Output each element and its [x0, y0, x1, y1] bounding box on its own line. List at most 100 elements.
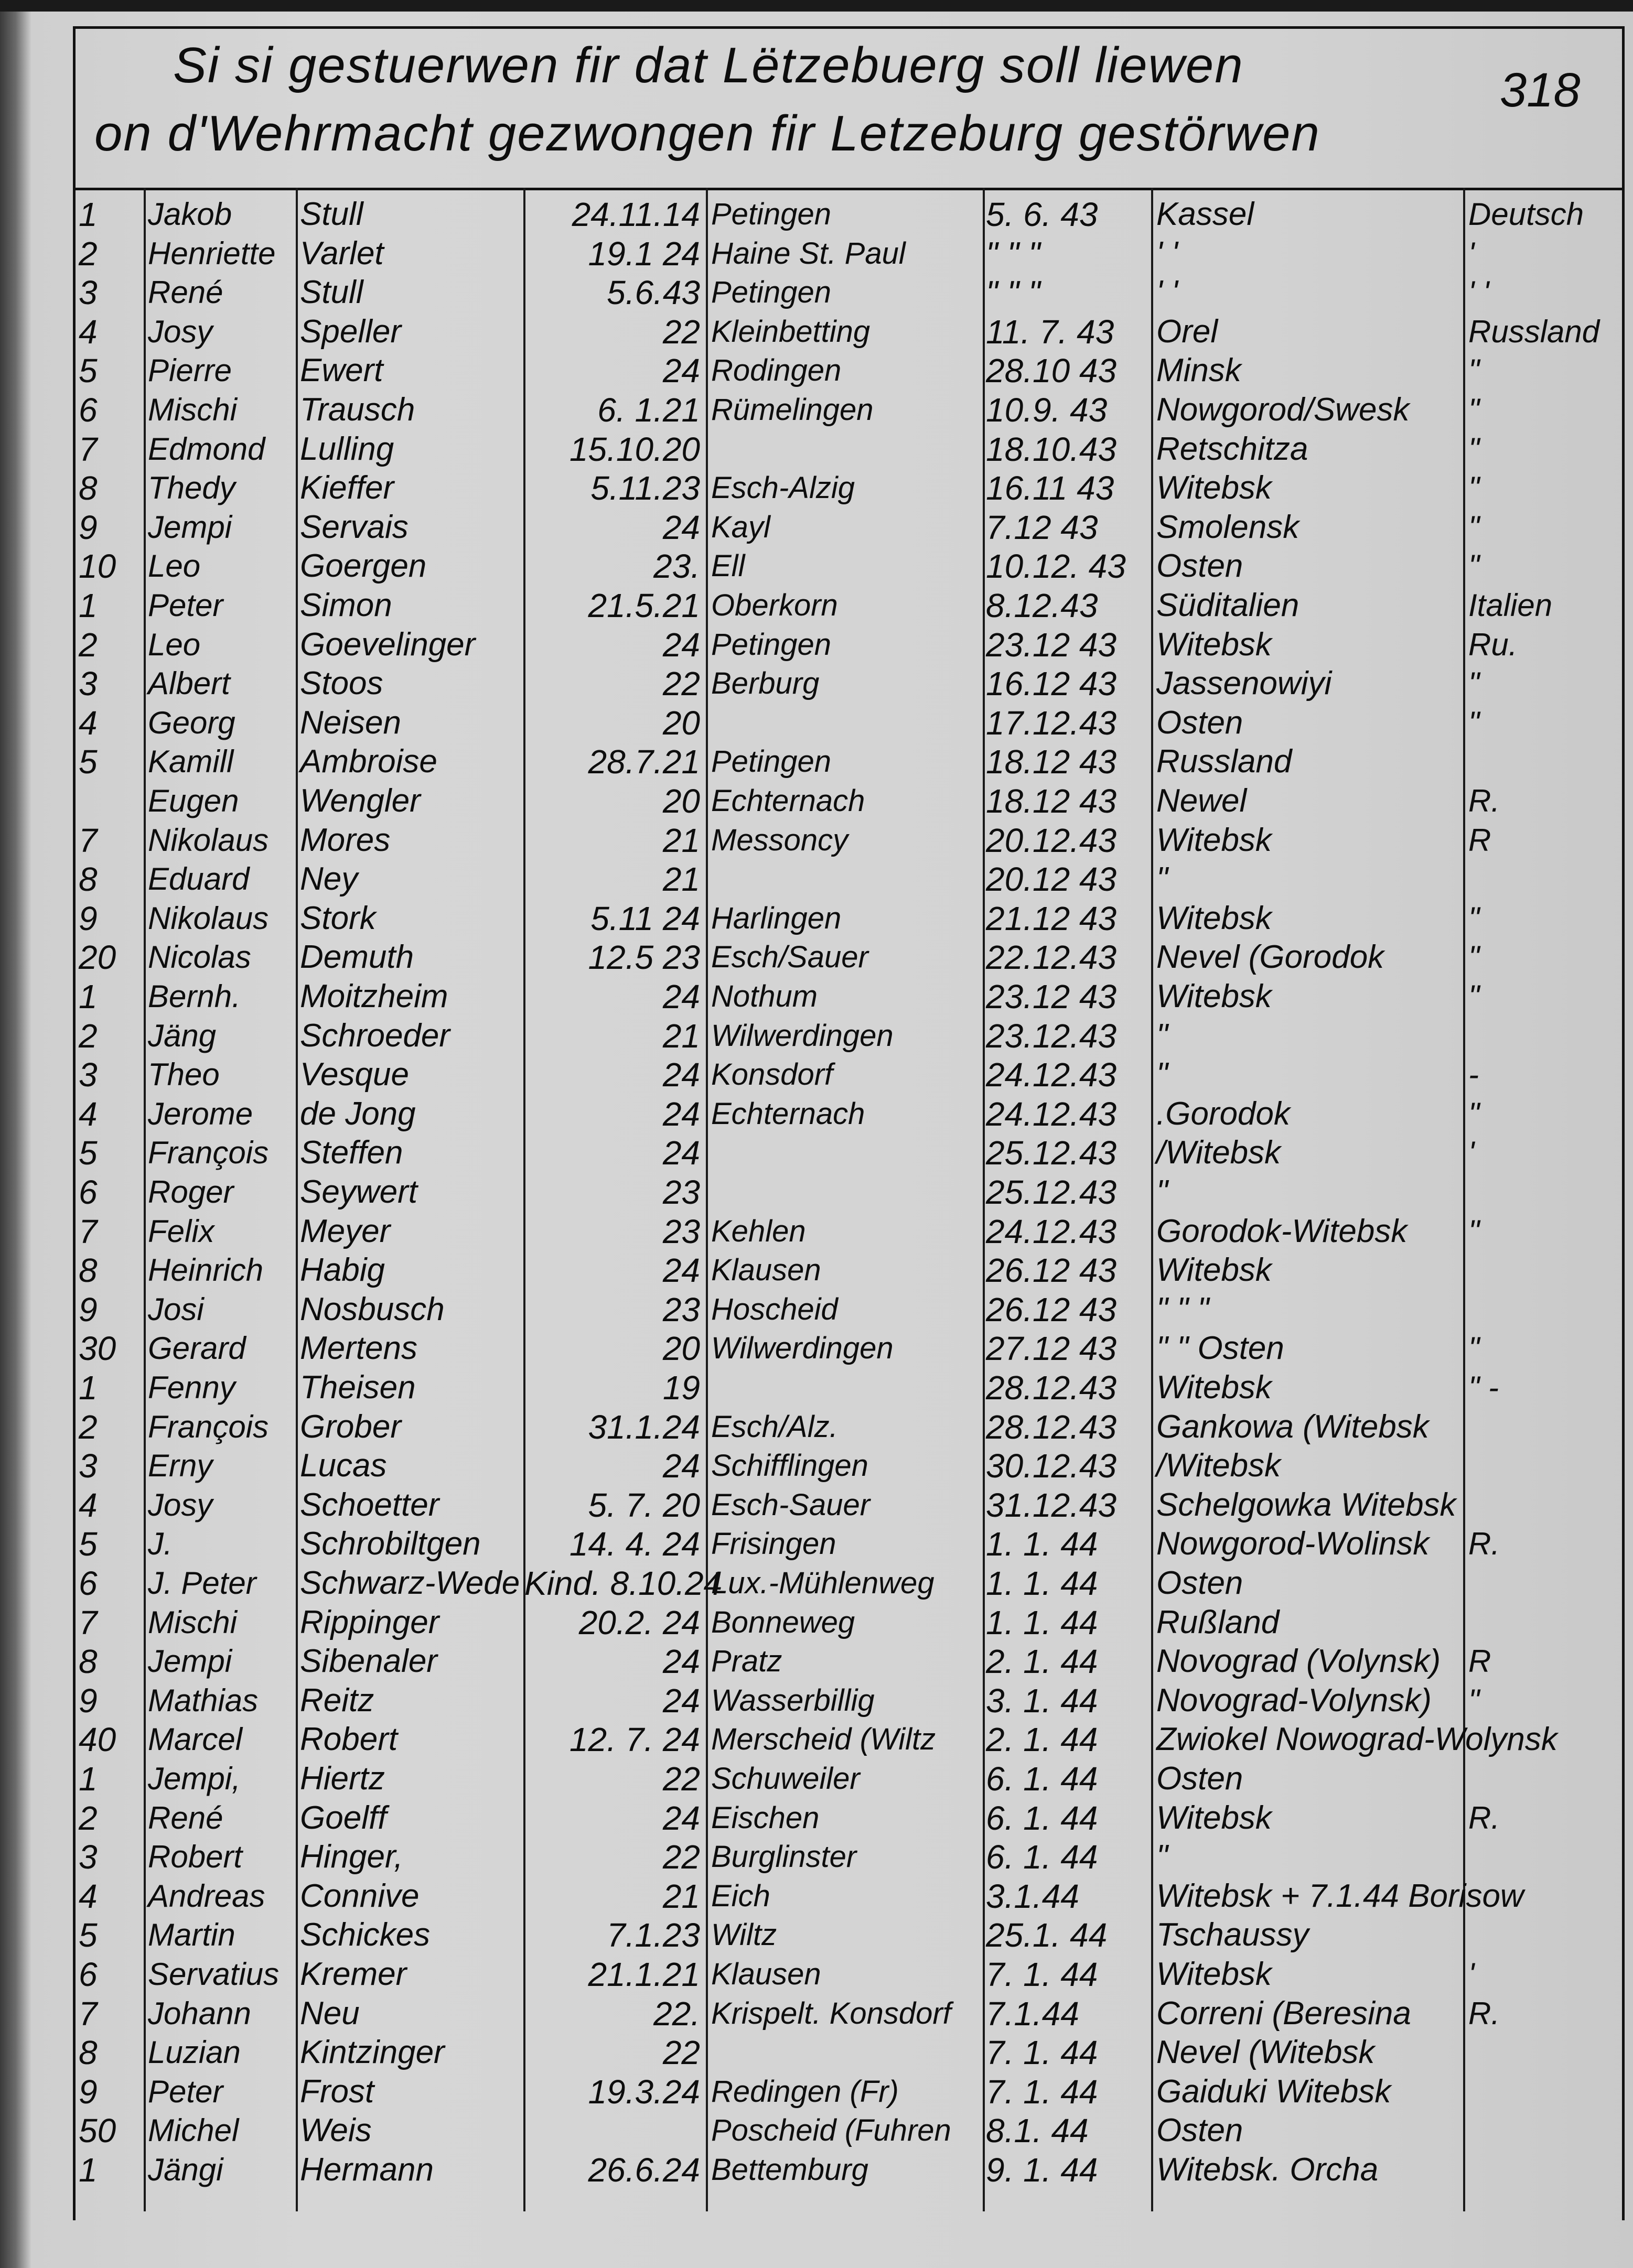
- header-divider: [73, 188, 1622, 190]
- birth-date: 5. 7. 20: [588, 1486, 701, 1524]
- last-name: Ewert: [300, 352, 383, 389]
- home-town: [711, 430, 981, 469]
- first-name: Peter: [148, 2073, 223, 2109]
- death-date: 11. 7. 43: [986, 312, 1114, 351]
- country: [1468, 1017, 1615, 1055]
- death-date: 7.1.44: [986, 1994, 1079, 2033]
- birth-date: 23: [662, 1212, 700, 1250]
- country: ': [1468, 235, 1475, 271]
- last-name: Stork: [300, 900, 376, 936]
- row-number: 8: [79, 2034, 98, 2072]
- home-town: Berburg: [711, 666, 820, 701]
- first-name: J.: [148, 1526, 173, 1562]
- home-town: [711, 1133, 981, 1172]
- table-row: 1 Bernh. Moitzheim 24 Nothum 23.12 43 Witebsk ": [0, 977, 1633, 1016]
- birth-date: 24: [662, 625, 700, 664]
- home-town: [711, 704, 981, 742]
- country: ": [1468, 979, 1480, 1014]
- death-place: Witebsk: [1156, 1799, 1272, 1836]
- table-row: 6 J. Peter Schwarz-Wede Kind. 8.10.24 Lux.-M…: [0, 1564, 1633, 1603]
- table-row: 7 Johann Neu 22. Krispelt. Konsdorf 7.1.44 Cor…: [0, 1994, 1633, 2033]
- home-town: Eich: [711, 1878, 770, 1913]
- first-name: Jempi: [148, 1644, 232, 1679]
- first-name: Bernh.: [148, 979, 241, 1014]
- table-row: 7 Felix Meyer 23 Kehlen 24.12.43 Gorodok-Witeb…: [0, 1212, 1633, 1251]
- home-town: [711, 1368, 981, 1407]
- death-place: Nevel (Witebsk: [1156, 2034, 1375, 2071]
- death-place: Osten: [1156, 1761, 1243, 1797]
- home-town: Krispelt. Konsdorf: [711, 1996, 951, 2031]
- country: ": [1468, 353, 1480, 388]
- death-date: 7.12 43: [986, 508, 1098, 546]
- country: R: [1468, 1644, 1491, 1679]
- death-place: ": [1156, 1017, 1168, 1054]
- home-town: Messoncy: [711, 823, 848, 857]
- country: ": [1468, 705, 1480, 740]
- table-row: 3 René Stull 5.6.43 Petingen " " " ' ' ' ': [0, 273, 1633, 312]
- birth-date: 24: [662, 352, 700, 390]
- home-town: [711, 1173, 981, 1212]
- table-row: 8 Heinrich Habig 24 Klausen 26.12 43 Witebsk: [0, 1251, 1633, 1290]
- country: ': [1468, 1135, 1475, 1171]
- death-date: 6. 1. 44: [986, 1760, 1098, 1798]
- first-name: René: [148, 1800, 223, 1835]
- home-town: Kehlen: [711, 1214, 806, 1248]
- birth-date: 12.5 23: [588, 938, 700, 977]
- first-name: René: [148, 275, 223, 310]
- row-number: 9: [79, 899, 98, 937]
- row-number: 7: [79, 430, 98, 468]
- death-date: 24.12.43: [986, 1095, 1117, 1133]
- death-place: Süditalien: [1156, 587, 1299, 623]
- first-name: J. Peter: [148, 1565, 256, 1601]
- home-town: [711, 860, 981, 899]
- first-name: François: [148, 1409, 269, 1444]
- last-name: Seywert: [300, 1174, 417, 1210]
- death-date: 16.12 43: [986, 665, 1117, 703]
- birth-date: 24: [662, 1251, 700, 1290]
- row-number: 7: [79, 1603, 98, 1641]
- row-number: 8: [79, 1251, 98, 1290]
- death-date: 18.12 43: [986, 782, 1117, 820]
- page-number: 318: [1500, 63, 1581, 117]
- home-town: Eischen: [711, 1800, 820, 1835]
- row-number: 4: [79, 1486, 98, 1524]
- first-name: Josy: [148, 1487, 213, 1522]
- country: ": [1468, 509, 1480, 545]
- birth-date: 24: [662, 1799, 700, 1837]
- first-name: Luzian: [148, 2035, 241, 2070]
- row-number: 4: [79, 1877, 98, 1915]
- country: Italien: [1468, 588, 1553, 623]
- table-row: 7 Mischi Rippinger 20.2. 24 Bonneweg 1. 1. 44…: [0, 1603, 1633, 1642]
- country: " -: [1468, 1370, 1499, 1405]
- first-name: Heinrich: [148, 1252, 264, 1288]
- last-name: Habig: [300, 1252, 385, 1289]
- home-town: Esch-Alzig: [711, 471, 855, 505]
- column-divider: [144, 188, 146, 2211]
- row-number: 5: [79, 1134, 98, 1172]
- death-place: " " ": [1156, 1291, 1209, 1327]
- last-name: Wengler: [300, 783, 421, 819]
- last-name: Schoetter: [300, 1486, 439, 1523]
- home-town: Redingen (Fr): [711, 2074, 899, 2109]
- home-town: Poscheid (Fuhren: [711, 2113, 951, 2148]
- table-row: 4 Georg Neisen 20 17.12.43 Osten ": [0, 704, 1633, 742]
- row-number: 20: [79, 938, 116, 977]
- death-place: Tschaussy: [1156, 1917, 1309, 1953]
- row-number: 3: [79, 665, 98, 703]
- death-place: " " Osten: [1156, 1330, 1284, 1367]
- death-date: 24.12.43: [986, 1056, 1117, 1094]
- country: [1468, 1720, 1615, 1759]
- death-place: /Witebsk: [1156, 1135, 1281, 1171]
- row-number: 6: [79, 1564, 98, 1602]
- death-place: Nevel (Gorodok: [1156, 939, 1384, 976]
- table-row: 4 Josy Schoetter 5. 7. 20 Esch-Sauer 31.12.43…: [0, 1486, 1633, 1525]
- table-row: 5 Martin Schickes 7.1.23 Wiltz 25.1. 44 Tschau…: [0, 1916, 1633, 1954]
- death-date: 8.1. 44: [986, 2112, 1089, 2150]
- first-name: Pierre: [148, 353, 232, 388]
- birth-date: 24.11.14: [572, 196, 700, 233]
- first-name: Nikolaus: [148, 900, 269, 936]
- birth-date: 22: [662, 2034, 700, 2072]
- last-name: Stull: [300, 196, 363, 232]
- home-town: Haine St. Paul: [711, 236, 906, 271]
- death-date: 28.12.43: [986, 1369, 1117, 1407]
